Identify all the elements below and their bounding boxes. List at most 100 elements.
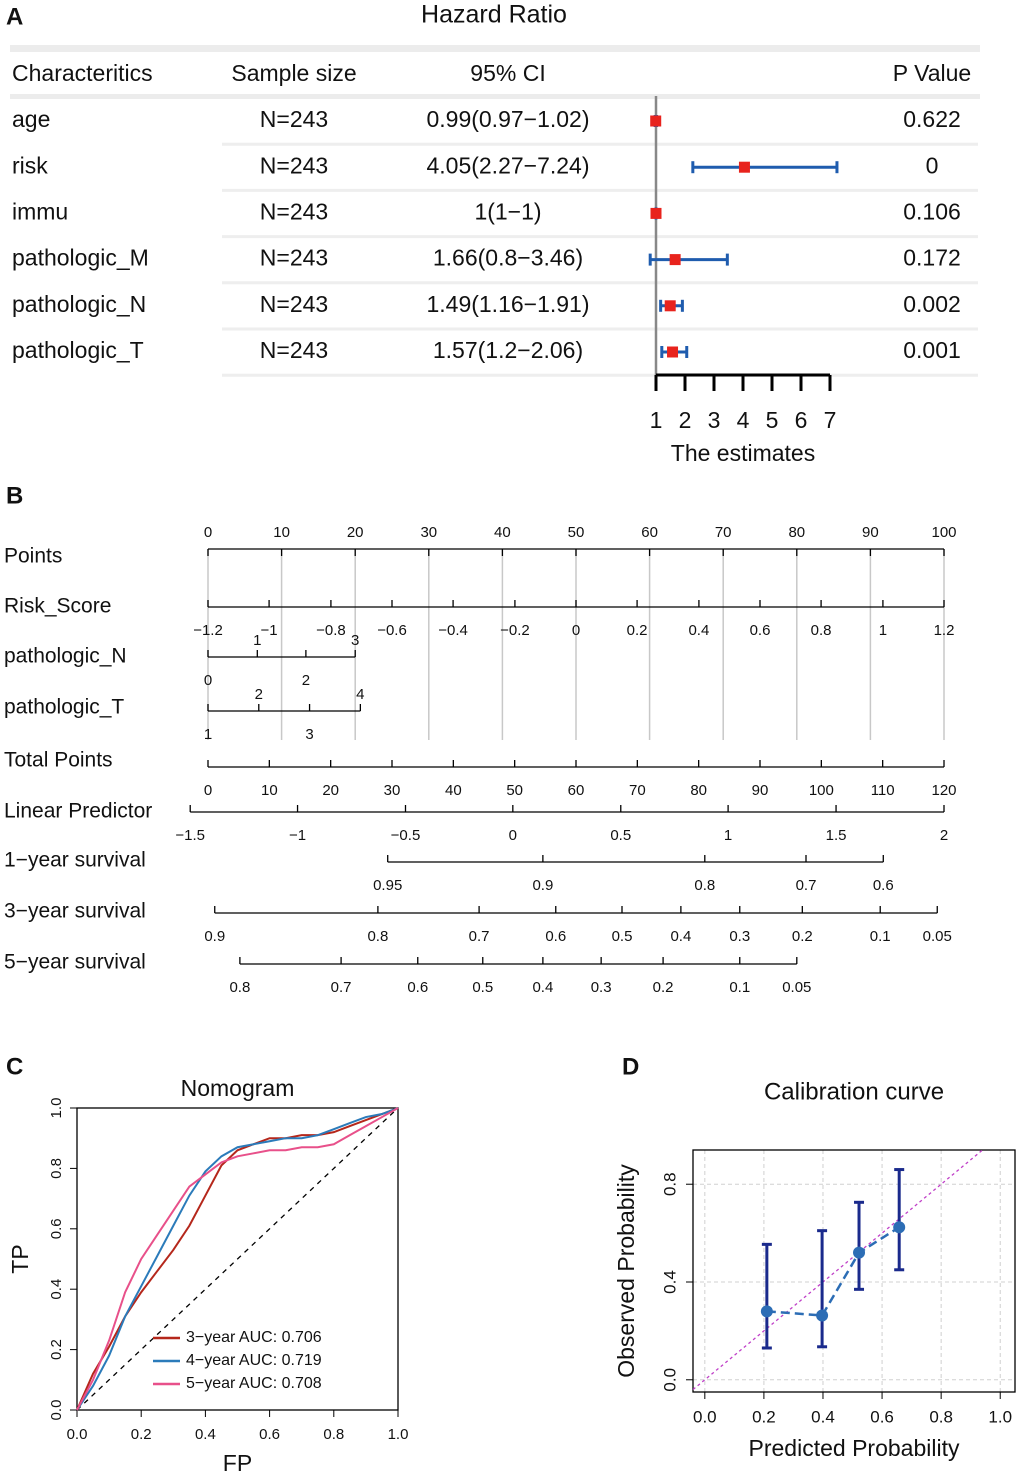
scale-label: 2 <box>940 827 948 844</box>
scale-label: 0 <box>572 622 580 639</box>
column-header: 95% CI <box>470 60 545 86</box>
column-header: P Value <box>893 60 971 86</box>
p-value: 0.172 <box>903 245 961 271</box>
hr-marker <box>650 115 662 127</box>
y-tick-label: 0.8 <box>660 1172 679 1196</box>
scale-label: 80 <box>788 524 805 541</box>
scale-label: 0.5 <box>472 979 493 996</box>
row-name: 1−year survival <box>4 849 146 872</box>
scale-label: 3 <box>305 726 313 743</box>
scale-label: 80 <box>690 782 707 799</box>
scale-label: 70 <box>629 782 646 799</box>
point <box>893 1221 906 1234</box>
hr-marker <box>738 161 750 173</box>
scale-label: 0.1 <box>870 928 891 945</box>
p-value: 0.002 <box>903 291 961 317</box>
scale-label: 40 <box>445 782 462 799</box>
scale-label: −1 <box>261 622 278 639</box>
x-tick-label: 6 <box>795 407 808 433</box>
hr-marker <box>669 254 681 266</box>
header-rule <box>10 94 980 99</box>
column-header: Sample size <box>231 60 356 86</box>
scale-label: 0.8 <box>229 979 250 996</box>
scale-label: 0.4 <box>670 928 691 945</box>
reference-diagonal <box>76 1107 399 1411</box>
scale-label: 60 <box>568 782 585 799</box>
scale-label: 2 <box>302 672 310 689</box>
scale-label: 0.2 <box>627 622 648 639</box>
x-tick-label: 0.6 <box>259 1426 280 1443</box>
scale-label: 60 <box>641 524 658 541</box>
scale-label: 2 <box>255 686 263 703</box>
chart-title: Calibration curve <box>764 1078 944 1105</box>
scale-label: 0.5 <box>612 928 633 945</box>
scale-label: 20 <box>322 782 339 799</box>
scale-label: 1.5 <box>826 827 847 844</box>
scale-label: 0.05 <box>782 979 811 996</box>
y-tick-label: 0.4 <box>48 1279 65 1300</box>
scale-label: −0.6 <box>377 622 407 639</box>
hr-marker <box>664 300 676 312</box>
point <box>760 1305 773 1318</box>
scale-label: −0.5 <box>391 827 421 844</box>
scale-label: 0.7 <box>469 928 490 945</box>
scale-label: 10 <box>261 782 278 799</box>
ci-label: 4.05(2.27−7.24) <box>426 152 589 178</box>
chart-title: Hazard Ratio <box>421 1 567 29</box>
row-name: pathologic_M <box>12 245 149 271</box>
row-name: Points <box>4 545 62 568</box>
scale-label: 0 <box>204 672 212 689</box>
scale-label: 0.8 <box>811 622 832 639</box>
x-tick-label: 0.0 <box>693 1407 717 1426</box>
scale-label: 0.7 <box>331 979 352 996</box>
sample-size: N=243 <box>260 291 328 317</box>
row-name: 5−year survival <box>4 951 146 974</box>
panel-label: C <box>6 1053 23 1080</box>
y-tick-label: 0.0 <box>660 1368 679 1392</box>
scale-label: 0.9 <box>204 928 225 945</box>
scale-label: 40 <box>494 524 511 541</box>
point <box>853 1246 866 1259</box>
scale-label: 0.6 <box>407 979 428 996</box>
row-name: risk <box>12 152 48 178</box>
scale-label: 0.1 <box>729 979 750 996</box>
x-tick-label: 0.2 <box>131 1426 152 1443</box>
scale-label: 10 <box>273 524 290 541</box>
y-tick-label: 0.2 <box>48 1339 65 1360</box>
row-name: Total Points <box>4 749 113 772</box>
scale-label: 0.6 <box>750 622 771 639</box>
column-header: Characteritics <box>12 60 153 86</box>
sample-size: N=243 <box>260 198 328 224</box>
scale-label: 3 <box>351 632 359 649</box>
scale-label: 0.4 <box>532 979 553 996</box>
row-name: age <box>12 106 50 132</box>
scale-label: −0.4 <box>438 622 468 639</box>
y-tick-label: 1.0 <box>48 1098 65 1119</box>
x-axis-title: Predicted Probability <box>749 1435 960 1461</box>
scale-label: 0.3 <box>729 928 750 945</box>
ci-label: 0.99(0.97−1.02) <box>426 106 589 132</box>
scale-label: −1.2 <box>193 622 223 639</box>
p-value: 0.622 <box>903 106 961 132</box>
ci-label: 1(1−1) <box>474 198 541 224</box>
scale-label: 100 <box>931 524 956 541</box>
ci-label: 1.66(0.8−3.46) <box>433 245 583 271</box>
scale-label: 0.05 <box>923 928 952 945</box>
scale-label: 120 <box>931 782 956 799</box>
row-name: Risk_Score <box>4 595 111 618</box>
p-value: 0.106 <box>903 198 961 224</box>
scale-label: −1 <box>289 827 306 844</box>
roc-curve <box>76 1107 399 1411</box>
scale-label: −0.8 <box>316 622 346 639</box>
header-band <box>10 45 980 52</box>
row-name: pathologic_T <box>12 337 144 363</box>
scale-label: 0.6 <box>873 877 894 894</box>
ci-label: 1.49(1.16−1.91) <box>426 291 589 317</box>
x-axis-title: The estimates <box>671 440 815 466</box>
ci-label: 1.57(1.2−2.06) <box>433 337 583 363</box>
row-name: pathologic_N <box>12 291 146 317</box>
scale-label: 0.5 <box>610 827 631 844</box>
sample-size: N=243 <box>260 337 328 363</box>
sample-size: N=243 <box>260 152 328 178</box>
